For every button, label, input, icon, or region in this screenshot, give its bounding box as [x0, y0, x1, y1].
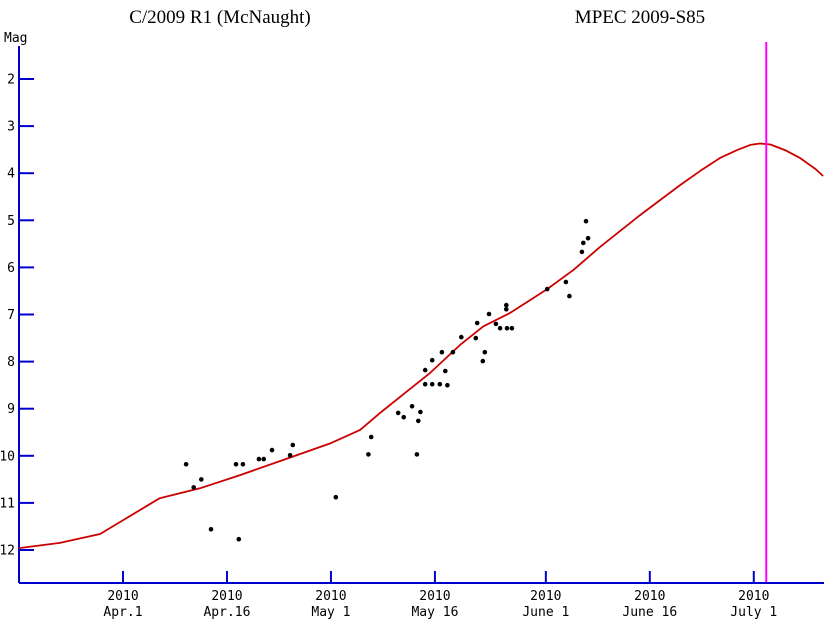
x-tick-label-date: June 16	[622, 605, 677, 620]
y-tick-label: 8	[7, 355, 15, 370]
x-tick-label-date: June 1	[522, 605, 569, 620]
observation-point	[504, 307, 509, 312]
observation-point	[395, 410, 401, 416]
observation-point	[579, 249, 585, 255]
x-tick-label-date: May 1	[311, 605, 350, 620]
y-tick-label: 3	[7, 120, 15, 135]
observation-point	[409, 404, 415, 409]
y-tick-label: 11	[0, 496, 15, 511]
observation-point	[509, 325, 515, 331]
observation-point	[240, 462, 246, 467]
y-tick-label: 6	[7, 261, 15, 276]
observation-point	[287, 453, 293, 458]
observation-point	[236, 536, 242, 542]
observation-point	[422, 381, 428, 387]
observation-point	[473, 335, 479, 341]
y-tick-label: 2	[7, 73, 15, 88]
observation-point	[497, 325, 503, 331]
observation-point	[414, 452, 420, 457]
observation-point	[482, 349, 488, 355]
observation-point	[429, 381, 435, 387]
observation-point	[583, 218, 589, 224]
observation-point	[450, 349, 456, 355]
observation-point	[480, 358, 486, 364]
model-lightcurve	[18, 142, 824, 549]
x-tick-label-year: 2010	[211, 589, 242, 604]
y-tick-label: 7	[7, 308, 15, 323]
observation-point	[445, 382, 450, 388]
y-tick-label: 9	[7, 402, 15, 417]
observation-point	[416, 418, 421, 424]
x-tick-label-date: July 1	[730, 605, 777, 620]
observation-point	[459, 334, 464, 340]
observation-point	[585, 235, 591, 241]
observation-point	[401, 414, 407, 420]
observation-point	[581, 240, 586, 246]
observation-point	[443, 368, 448, 374]
observation-point	[290, 442, 296, 448]
chart-title-right: MPEC 2009-S85	[575, 7, 705, 28]
observation-point	[504, 302, 509, 308]
x-tick-label-year: 2010	[419, 589, 450, 604]
observation-point	[493, 321, 499, 327]
plot-area: 234567891011122010Apr.12010Apr.162010May…	[0, 42, 824, 620]
y-tick-label: 10	[0, 449, 15, 464]
y-axis-label: Mag	[4, 31, 27, 46]
observation-point	[261, 456, 267, 462]
observation-point	[366, 452, 371, 457]
observation-point	[563, 279, 569, 285]
observation-point	[504, 325, 510, 331]
observation-point	[233, 462, 239, 467]
observation-point	[333, 494, 339, 500]
y-tick-label: 5	[7, 214, 15, 229]
chart-title-left: C/2009 R1 (McNaught)	[129, 7, 311, 28]
observation-point	[486, 311, 492, 317]
observation-point	[437, 381, 443, 387]
x-tick-label-date: Apr.16	[203, 605, 250, 620]
observation-point	[269, 447, 275, 453]
observation-point	[208, 527, 214, 532]
observation-point	[191, 485, 196, 490]
y-tick-label: 12	[0, 544, 15, 559]
x-tick-label-year: 2010	[634, 589, 665, 604]
observation-point	[199, 477, 204, 482]
x-tick-label-year: 2010	[530, 589, 561, 604]
x-tick-label-date: May 16	[411, 605, 458, 620]
x-tick-label-year: 2010	[315, 589, 346, 604]
observation-point	[544, 286, 550, 292]
x-tick-label-date: Apr.1	[103, 605, 142, 620]
observation-point	[429, 357, 435, 363]
y-tick-label: 4	[7, 167, 15, 182]
observation-point	[256, 456, 262, 462]
observation-point	[183, 462, 189, 467]
observation-point	[418, 409, 423, 415]
observation-point	[474, 320, 480, 326]
observation-point	[439, 349, 445, 355]
observation-point	[567, 293, 572, 299]
x-tick-label-year: 2010	[738, 589, 769, 604]
observation-point	[422, 367, 428, 373]
observation-point	[368, 434, 374, 440]
x-tick-label-year: 2010	[107, 589, 138, 604]
